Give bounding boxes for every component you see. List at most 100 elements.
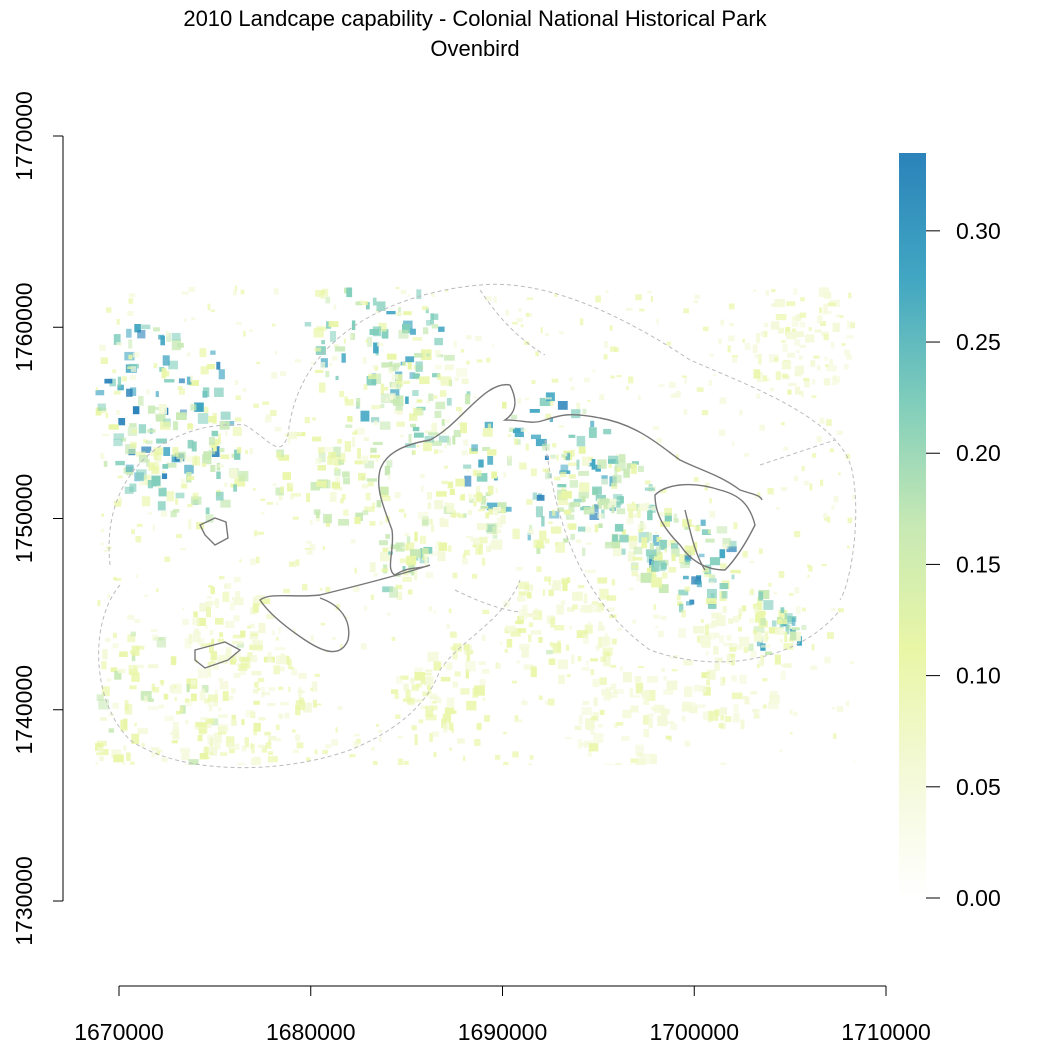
- raster-cell: [366, 478, 377, 482]
- raster-cell: [701, 672, 710, 679]
- raster-cell: [200, 688, 205, 694]
- raster-cell: [340, 498, 344, 504]
- raster-cell: [230, 719, 238, 726]
- raster-cell: [403, 380, 411, 384]
- raster-cell: [613, 545, 622, 557]
- raster-cell: [270, 410, 277, 416]
- raster-cell: [760, 654, 764, 666]
- raster-cell: [182, 607, 185, 611]
- raster-cell: [493, 296, 497, 303]
- raster-cell: [395, 374, 403, 384]
- raster-cell: [295, 705, 301, 716]
- raster-cell: [495, 522, 503, 528]
- raster-cell: [252, 488, 256, 491]
- raster-cell: [276, 724, 280, 731]
- raster-cell: [492, 344, 495, 347]
- raster-cell: [449, 747, 452, 751]
- raster-cell: [839, 315, 844, 318]
- raster-cell: [414, 672, 426, 681]
- raster-cell: [610, 664, 617, 668]
- raster-cell: [587, 399, 591, 402]
- raster-cell: [530, 468, 537, 477]
- raster-cell: [325, 296, 331, 304]
- raster-cell: [571, 449, 575, 457]
- raster-cell: [733, 704, 739, 713]
- raster-cell: [733, 713, 740, 723]
- raster-cell: [407, 294, 410, 297]
- raster-cell: [145, 440, 153, 445]
- raster-cell: [105, 307, 112, 313]
- raster-cell: [728, 618, 733, 624]
- raster-cell: [200, 717, 208, 721]
- raster-cell: [353, 585, 360, 592]
- raster-cell: [532, 492, 538, 500]
- raster-cell: [720, 563, 727, 569]
- raster-cell: [327, 455, 334, 465]
- raster-cell: [731, 692, 743, 699]
- raster-cell: [207, 734, 216, 745]
- raster-cell: [165, 330, 169, 337]
- raster-cell: [559, 331, 564, 335]
- raster-cell: [423, 676, 434, 686]
- raster-cell: [599, 394, 605, 401]
- raster-cell: [790, 732, 793, 735]
- raster-cell: [370, 454, 381, 459]
- raster-cell: [753, 606, 758, 614]
- raster-cell: [603, 693, 611, 701]
- raster-cell: [760, 611, 767, 616]
- raster-cell: [722, 538, 732, 547]
- raster-cell: [524, 397, 530, 401]
- map-title: 2010 Landcape capability - Colonial Nati…: [183, 6, 767, 31]
- raster-cell: [656, 536, 662, 542]
- raster-cell: [652, 426, 660, 431]
- raster-cell: [266, 502, 274, 505]
- raster-cell: [223, 482, 228, 487]
- raster-cell: [433, 697, 442, 704]
- raster-cell: [825, 311, 832, 314]
- raster-cell: [760, 331, 766, 337]
- raster-cell: [465, 660, 476, 672]
- raster-cell: [709, 574, 716, 579]
- raster-cell: [810, 360, 816, 367]
- raster-cell: [411, 725, 417, 731]
- raster-cell: [180, 548, 186, 551]
- raster-cell: [429, 518, 433, 525]
- raster-cell: [653, 604, 656, 610]
- raster-cell: [587, 621, 592, 627]
- raster-cell: [775, 507, 780, 510]
- raster-cell: [614, 460, 626, 471]
- raster-cell: [400, 675, 409, 680]
- raster-cell: [129, 375, 136, 380]
- raster-cell: [459, 496, 465, 500]
- raster-cell: [833, 495, 839, 503]
- raster-cell: [542, 589, 545, 596]
- raster-cell: [489, 542, 494, 548]
- raster-cell: [671, 543, 679, 549]
- raster-cell: [95, 761, 98, 765]
- raster-cell: [519, 609, 528, 620]
- raster-cell: [409, 372, 416, 379]
- raster-cell: [262, 747, 266, 751]
- raster-cell: [616, 501, 621, 508]
- raster-cell: [505, 625, 516, 632]
- raster-cell: [803, 377, 809, 382]
- raster-cell: [122, 761, 126, 765]
- raster-cell: [147, 480, 153, 489]
- raster-cell: [438, 435, 450, 443]
- raster-cell: [284, 712, 290, 719]
- raster-cell: [780, 613, 783, 618]
- raster-cell: [512, 322, 518, 325]
- raster-cell: [147, 512, 152, 515]
- raster-cell: [233, 615, 240, 622]
- raster-cell: [568, 377, 573, 382]
- raster-cell: [113, 754, 124, 763]
- raster-cell: [253, 645, 263, 650]
- raster-cell: [172, 729, 180, 740]
- raster-cell: [128, 354, 133, 360]
- raster-cell: [544, 576, 552, 582]
- raster-cell: [466, 653, 470, 662]
- raster-cell: [595, 295, 601, 303]
- raster-cell: [713, 645, 719, 655]
- raster-cell: [129, 423, 137, 427]
